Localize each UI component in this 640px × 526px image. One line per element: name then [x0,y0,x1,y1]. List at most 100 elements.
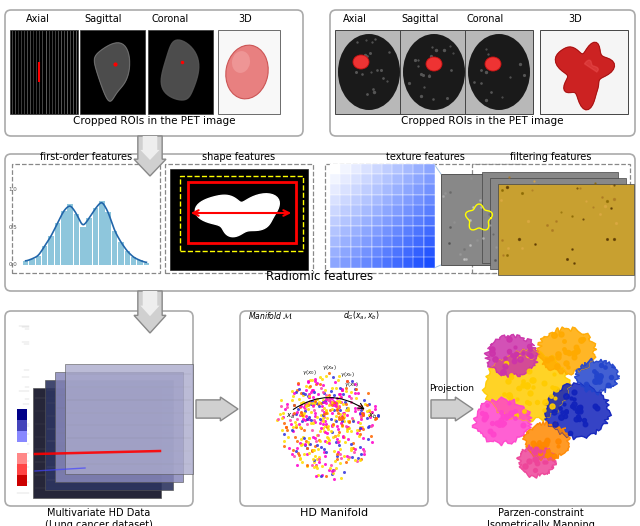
Polygon shape [484,335,540,377]
Text: Coronal: Coronal [152,14,189,24]
Bar [340,236,351,247]
Bar [424,216,435,226]
Text: Radiomic features: Radiomic features [266,270,374,283]
Bar [340,195,351,206]
Bar [170,169,308,270]
Bar [392,257,403,268]
Bar [403,247,413,258]
Polygon shape [161,40,199,100]
Bar [392,184,403,195]
Ellipse shape [403,34,465,110]
Bar [93,208,99,265]
Bar [351,257,362,268]
Bar [403,205,413,216]
Text: shape features: shape features [202,152,276,162]
Bar [99,201,105,265]
Bar [392,216,403,226]
Bar [29,259,35,265]
Bar [325,164,525,273]
Bar [403,184,413,195]
Text: Parzen-constraint
Isometrically Mapping: Parzen-constraint Isometrically Mapping [487,508,595,526]
Text: 3D: 3D [568,14,582,24]
Ellipse shape [232,51,250,73]
Bar [372,247,383,258]
Bar [351,247,362,258]
Text: Axial: Axial [343,14,367,24]
Bar [137,260,143,265]
Bar [372,216,383,226]
Bar [35,256,41,265]
Bar [340,257,351,268]
Text: $x_b$: $x_b$ [368,412,377,421]
Bar [392,164,403,175]
Bar [382,174,393,185]
Polygon shape [537,327,596,375]
Bar [424,164,435,175]
Bar [351,195,362,206]
Text: Axial: Axial [26,14,50,24]
Bar [392,174,403,185]
Text: $\gamma(x_0)$: $\gamma(x_0)$ [301,368,316,377]
Text: Sagittal: Sagittal [401,14,439,24]
Bar [340,184,351,195]
Bar [392,205,403,216]
Polygon shape [94,43,129,101]
Bar [54,224,60,265]
Ellipse shape [353,55,369,69]
Bar [392,236,403,247]
Bar [424,226,435,237]
Bar [413,205,424,216]
Ellipse shape [485,57,501,71]
FancyBboxPatch shape [5,10,303,136]
Bar [424,247,435,258]
Bar [413,164,424,175]
Bar [441,174,517,265]
Polygon shape [140,291,159,316]
Bar [67,205,73,265]
Polygon shape [472,397,532,446]
Bar [86,218,92,265]
Bar [340,226,351,237]
Bar [403,174,413,185]
Polygon shape [545,383,611,440]
Bar [372,236,383,247]
Bar [17,420,27,431]
Bar [392,247,403,258]
Bar [330,257,341,268]
FancyBboxPatch shape [447,311,635,506]
Bar [17,409,27,420]
Bar [17,431,27,442]
Bar [465,30,533,114]
Bar [361,174,372,185]
Polygon shape [516,444,556,478]
Text: $\gamma(x_a)$: $\gamma(x_a)$ [321,363,337,372]
Text: Projection: Projection [429,384,474,393]
Text: Cropped ROIs in the PET image: Cropped ROIs in the PET image [401,116,563,126]
Bar [413,195,424,206]
Polygon shape [134,136,166,176]
Bar [330,236,341,247]
Bar [392,226,403,237]
Bar [10,30,78,114]
Bar [351,236,362,247]
Text: $d_G(x_a, x_b)$: $d_G(x_a, x_b)$ [344,310,380,322]
Bar [42,246,47,265]
Ellipse shape [226,45,268,99]
Bar [361,184,372,195]
Bar [413,247,424,258]
Polygon shape [523,421,570,461]
Bar [372,257,383,268]
Bar [330,216,341,226]
Ellipse shape [338,34,400,110]
Bar [403,236,413,247]
Bar [424,257,435,268]
Bar [143,262,149,265]
Bar [372,205,383,216]
Bar [361,205,372,216]
Bar [74,214,79,265]
Bar [61,210,67,265]
Polygon shape [584,60,598,72]
Bar [392,195,403,206]
Bar [372,195,383,206]
Bar [340,247,351,258]
